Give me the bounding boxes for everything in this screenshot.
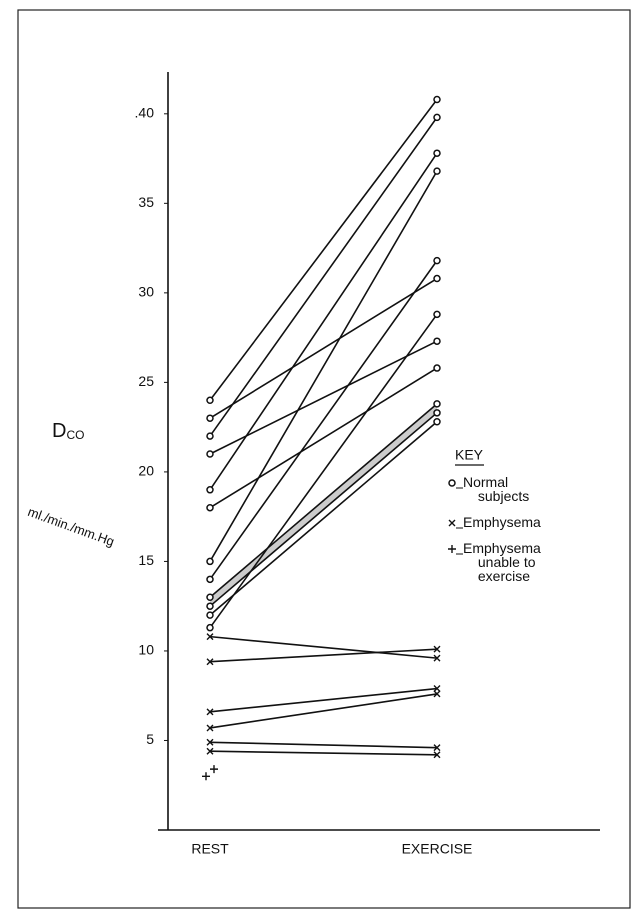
marker-circle — [433, 409, 441, 417]
marker-stroke — [448, 519, 456, 527]
marker-circle — [433, 113, 441, 122]
y-tick-label: 20 — [138, 463, 154, 479]
marker-circle — [206, 414, 214, 422]
y-tick-label: 10 — [138, 642, 154, 658]
marker-circle — [206, 486, 214, 494]
subject-line — [209, 403, 438, 598]
marker-stroke — [433, 751, 441, 759]
legend-title: KEY — [455, 447, 484, 463]
y-axis-unit: ml./min./mm.Hg — [26, 504, 117, 549]
marker-circle — [206, 611, 214, 619]
shaded-band — [210, 403, 437, 607]
marker-cross — [206, 747, 214, 755]
marker-stroke — [206, 724, 214, 732]
subject-line — [209, 741, 438, 749]
marker-circle — [433, 364, 441, 372]
legend-label: Emphysema unable to exercise — [463, 540, 541, 584]
y-tick-label: 5 — [146, 731, 154, 747]
marker-stroke — [433, 645, 441, 653]
subject-line — [209, 116, 438, 437]
x-tick-label: REST — [191, 841, 229, 857]
marker-cross — [206, 738, 214, 746]
marker-cross — [433, 654, 441, 662]
marker-stroke — [206, 738, 214, 746]
legend-label: Emphysema — [463, 514, 541, 530]
marker-stroke — [433, 685, 441, 693]
y-tick-label: .40 — [135, 105, 155, 121]
marker-circle — [206, 575, 214, 584]
subject-line — [209, 152, 438, 491]
marker-circle — [206, 602, 214, 610]
marker-circle — [433, 149, 441, 157]
marker-circle — [206, 623, 214, 632]
marker-stroke — [433, 690, 441, 698]
marker-cross — [206, 633, 214, 641]
subject-line — [209, 170, 438, 562]
subject-line — [209, 99, 438, 401]
subject-line — [209, 421, 438, 616]
marker-circle — [206, 396, 214, 405]
marker-circle — [206, 450, 214, 458]
marker-stroke — [433, 654, 441, 662]
marker-stroke — [202, 772, 210, 781]
y-tick-label: 30 — [138, 284, 154, 300]
x-tick-label: EXERCISE — [402, 841, 473, 857]
marker-stroke — [206, 633, 214, 641]
subject-line — [209, 635, 438, 659]
marker-cross — [206, 658, 214, 666]
marker-cross — [433, 744, 441, 752]
subject-line — [209, 313, 438, 629]
marker-stroke — [448, 545, 456, 553]
y-tick-label: 25 — [138, 373, 154, 389]
marker-circle — [433, 274, 441, 283]
subject-line — [209, 277, 438, 419]
y-tick-label: 15 — [138, 552, 154, 568]
marker-circle — [433, 400, 441, 408]
subject-line — [209, 367, 438, 509]
marker-circle — [206, 593, 214, 601]
marker-stroke — [206, 708, 214, 716]
subject-line — [209, 750, 438, 756]
y-axis-label: DCO — [52, 420, 84, 442]
subject-line — [209, 693, 438, 729]
subject-line — [209, 412, 438, 607]
marker-plus — [210, 765, 218, 774]
marker-circle — [433, 337, 441, 345]
subject-line — [209, 687, 438, 713]
marker-plus — [202, 772, 210, 781]
marker-circle — [448, 479, 456, 487]
marker-circle — [433, 95, 441, 104]
frame — [17, 9, 631, 909]
marker-cross — [433, 751, 441, 759]
marker-circle — [206, 557, 214, 566]
subject-line — [209, 260, 438, 580]
marker-stroke — [210, 765, 218, 774]
subject-line — [209, 340, 438, 455]
y-tick-label: 35 — [138, 194, 154, 210]
marker-cross — [433, 645, 441, 653]
marker-circle — [206, 432, 214, 440]
marker-circle — [206, 503, 214, 512]
marker-circle — [433, 310, 441, 319]
subject-line — [209, 648, 438, 663]
marker-stroke — [206, 747, 214, 755]
marker-cross — [206, 708, 214, 716]
marker-plus — [448, 545, 456, 553]
marker-circle — [433, 256, 441, 265]
marker-cross — [206, 724, 214, 732]
marker-circle — [433, 167, 441, 175]
marker-cross — [433, 685, 441, 693]
marker-stroke — [433, 744, 441, 752]
marker-stroke — [206, 658, 214, 666]
legend-label: Normal subjects — [463, 474, 529, 504]
marker-circle — [433, 418, 441, 426]
marker-cross — [433, 690, 441, 698]
marker-cross — [448, 519, 456, 527]
